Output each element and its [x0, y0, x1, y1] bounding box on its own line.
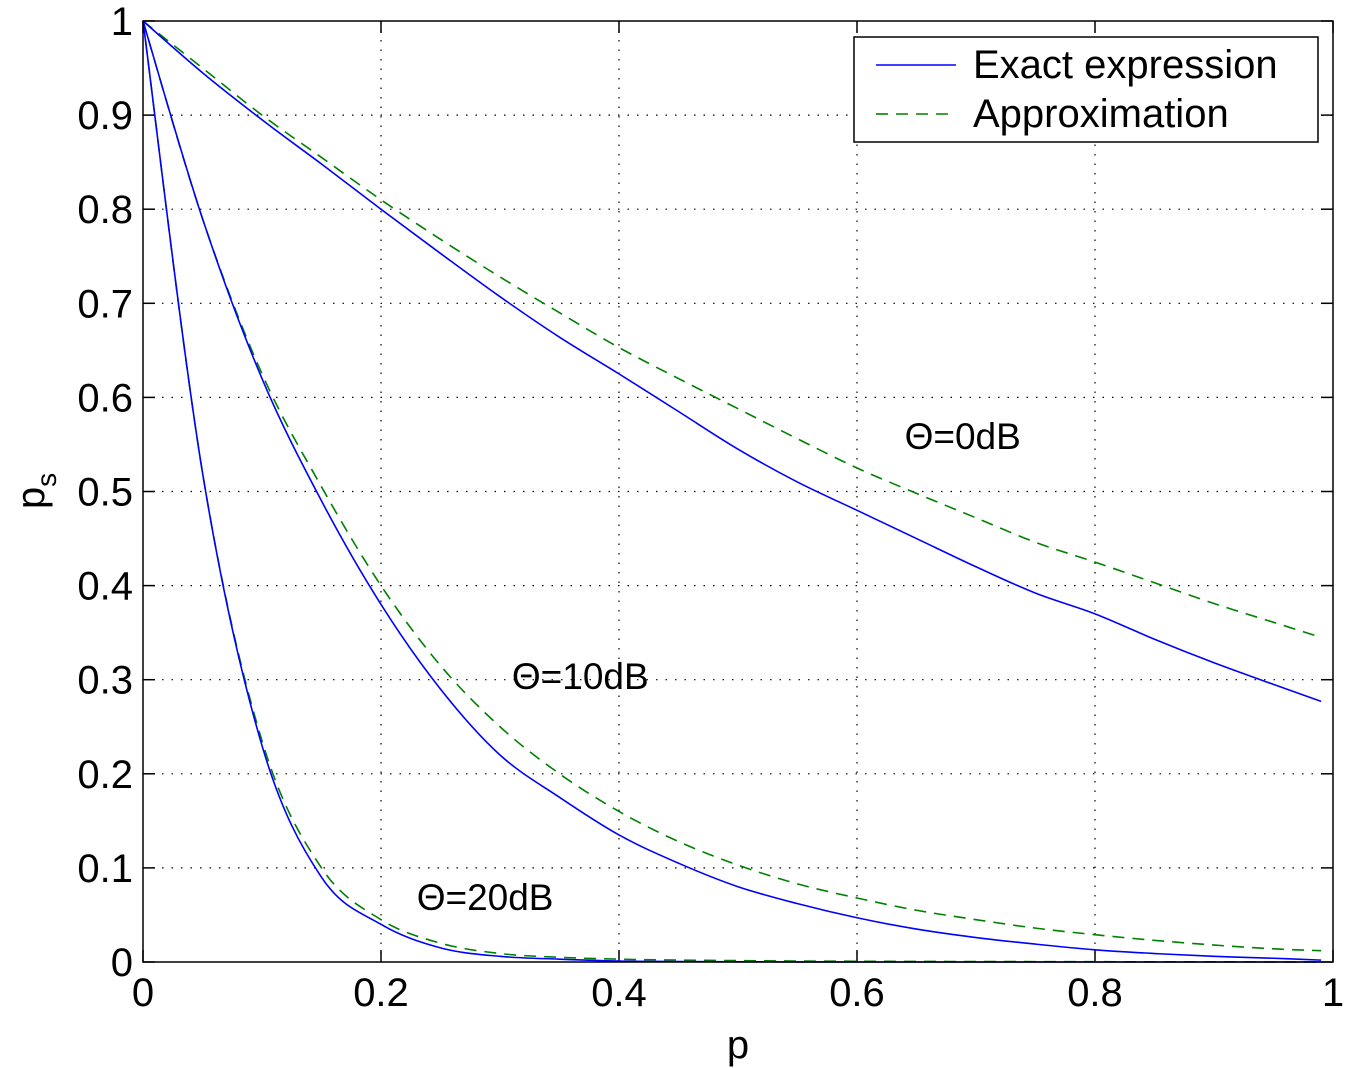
- series-line-exact-10db: [142, 20, 1322, 961]
- y-axis-label-group: ps: [9, 473, 62, 509]
- y-axis-label-subscript: s: [31, 473, 62, 487]
- x-axis-label-group: p: [727, 1023, 749, 1067]
- annotation-label: Θ=20dB: [417, 877, 554, 918]
- y-tick-label: 0: [111, 941, 133, 985]
- x-tick-label: 0.8: [1067, 971, 1123, 1015]
- y-tick-label: 0.4: [77, 565, 133, 609]
- x-tick-label: 0.6: [829, 971, 885, 1015]
- y-tick-label: 0.6: [77, 376, 133, 420]
- y-tick-label: 0.2: [77, 753, 133, 797]
- legend-label-exact: Exact expression: [973, 43, 1278, 87]
- annotation-label: Θ=10dB: [512, 656, 649, 697]
- series-line-approximation-10db: [142, 20, 1322, 952]
- legend: Exact expression Approximation: [853, 36, 1319, 143]
- y-tick-label: 0.5: [77, 471, 133, 515]
- curve-annotations: Θ=0dB Θ=10dB Θ=20dB: [417, 416, 1021, 918]
- tick-labels: 0 0.2 0.4 0.6 0.8 1 0 0.1 0.2 0.3 0.4 0.5 0.6 0.7 0.8 0…: [77, 0, 1344, 1015]
- x-tick-label: 0.4: [591, 971, 647, 1015]
- plot-area-frame: [142, 20, 1334, 963]
- y-tick-label: 0.1: [77, 847, 133, 891]
- y-tick-label: 0.9: [77, 94, 133, 138]
- x-axis-label: p: [727, 1023, 749, 1067]
- y-tick-label: 0.3: [77, 659, 133, 703]
- series-line-exact-0db: [142, 20, 1322, 703]
- legend-label-approximation: Approximation: [973, 92, 1229, 136]
- annotation-label: Θ=0dB: [905, 416, 1021, 457]
- series-line-approximation-20db: [142, 20, 1322, 963]
- legend-box: [853, 36, 1319, 143]
- y-axis-label: ps: [9, 473, 62, 509]
- y-tick-label: 0.7: [77, 282, 133, 326]
- x-tick-label: 0.2: [353, 971, 409, 1015]
- series-line-approximation-0db: [142, 20, 1322, 639]
- x-tick-label: 0: [132, 971, 154, 1015]
- y-tick-label: 1: [111, 0, 133, 44]
- x-tick-label: 1: [1322, 971, 1344, 1015]
- y-tick-label: 0.8: [77, 188, 133, 232]
- y-axis-label-main: p: [9, 487, 53, 509]
